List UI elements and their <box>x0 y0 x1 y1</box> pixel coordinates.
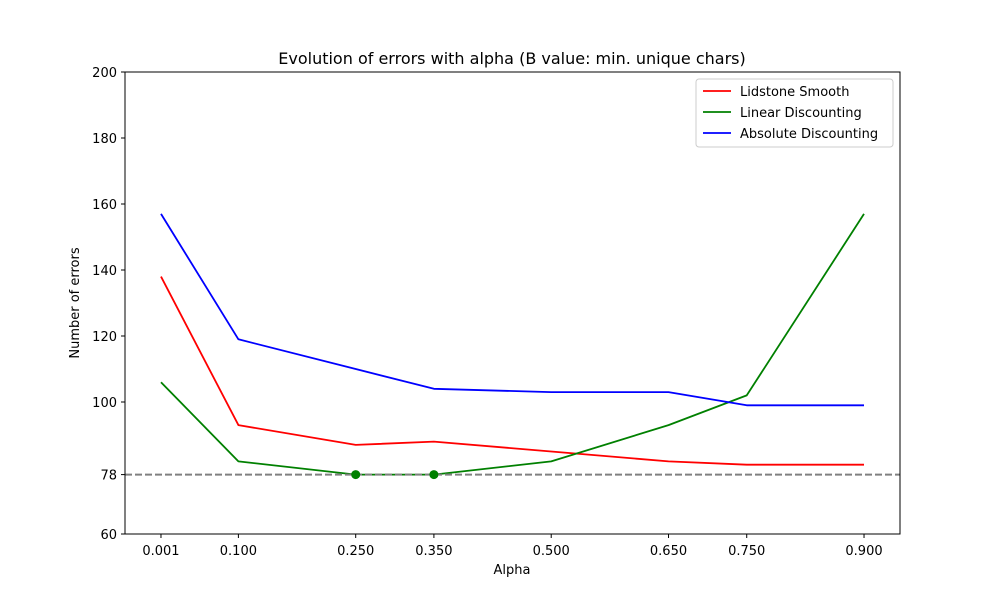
legend: Lidstone Smooth Linear Discounting Absolut… <box>695 78 894 148</box>
y-tick-label: 60 <box>100 528 117 543</box>
series-line-absolute-discounting <box>160 213 864 407</box>
chart-title: Evolution of errors with alpha (B value:… <box>278 49 746 68</box>
y-tick-label: 180 <box>92 132 117 147</box>
series-line-linear-discounting <box>160 213 865 476</box>
y-tick-label: 78 <box>100 469 117 484</box>
x-tick-label: 0.750 <box>728 544 765 559</box>
legend-label: Linear Discounting <box>740 106 862 121</box>
x-tick-label: 0.001 <box>142 544 179 559</box>
plot-frame <box>124 71 901 535</box>
x-tick-label: 0.500 <box>533 544 570 559</box>
x-tick-label: 0.250 <box>337 544 374 559</box>
legend-label: Lidstone Smooth <box>740 85 849 100</box>
y-tick-label: 140 <box>92 264 117 279</box>
legend-label: Absolute Discounting <box>740 127 878 142</box>
y-tick-label: 160 <box>92 198 117 213</box>
x-tick-label: 0.350 <box>415 544 452 559</box>
y-axis-label: Number of errors <box>68 247 83 358</box>
y-tick-label: 120 <box>92 330 117 345</box>
x-axis-label: Alpha <box>494 563 531 578</box>
x-tick-label: 0.900 <box>845 544 882 559</box>
y-tick-label: 200 <box>92 66 117 81</box>
minimum-point-marker <box>429 470 439 480</box>
series-line-lidstone-smooth <box>160 276 864 466</box>
minimum-point-marker <box>351 470 361 480</box>
legend-box <box>695 78 894 148</box>
axes: 0.001 0.100 0.250 0.350 0.500 0.650 0.750 0.900… <box>92 66 882 559</box>
x-tick-label: 0.650 <box>650 544 687 559</box>
plot-area <box>125 213 900 480</box>
y-tick-label: 100 <box>92 396 117 411</box>
x-tick-label: 0.100 <box>220 544 257 559</box>
